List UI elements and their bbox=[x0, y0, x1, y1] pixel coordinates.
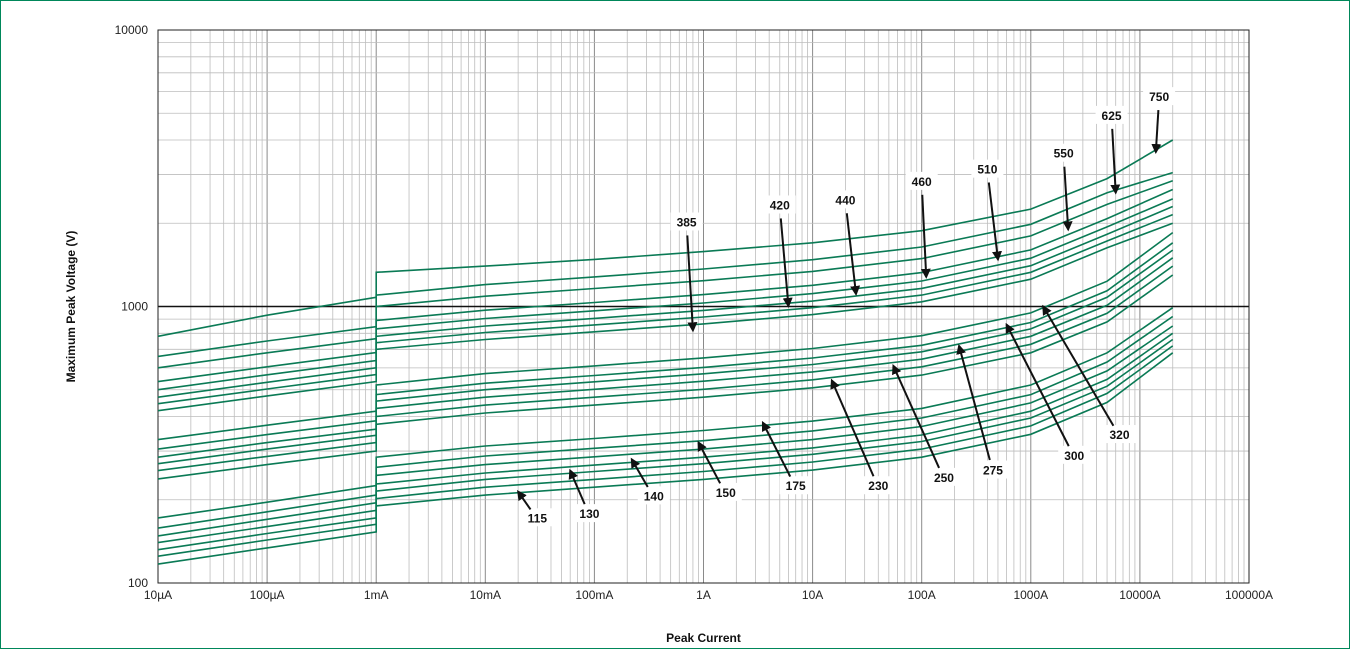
annotation-label-150: 150 bbox=[716, 486, 736, 500]
x-tick-label: 10µA bbox=[144, 588, 172, 602]
annotation-label-130: 130 bbox=[579, 507, 599, 521]
annotation-box bbox=[763, 195, 796, 214]
annotation-box bbox=[779, 476, 812, 495]
series-line-510 bbox=[157, 213, 1173, 405]
x-tick-label: 100mA bbox=[575, 588, 613, 602]
annotation-arrow-250 bbox=[892, 364, 940, 469]
series-line bbox=[157, 179, 1173, 369]
annotation-arrow-625 bbox=[1110, 128, 1121, 195]
annotation-arrow-460 bbox=[920, 194, 931, 279]
annotation-arrow-300 bbox=[1005, 322, 1070, 447]
series-line-300 bbox=[157, 265, 1174, 472]
annotation-arrow-320 bbox=[1042, 304, 1115, 427]
y-axis-title: Maximum Peak Voltage (V) bbox=[64, 231, 78, 383]
annotation-label-230: 230 bbox=[868, 479, 888, 493]
annotation-arrow-140 bbox=[630, 457, 649, 488]
series-line-250 bbox=[157, 307, 1174, 519]
series-line-150 bbox=[157, 332, 1174, 544]
annotation-box bbox=[521, 508, 554, 527]
x-tick-label: 1A bbox=[696, 588, 711, 602]
annotation-arrow-750 bbox=[1151, 110, 1162, 155]
x-tick-label: 10mA bbox=[470, 588, 501, 602]
annotation-arrow-550 bbox=[1062, 166, 1073, 232]
annotation-arrow-150 bbox=[697, 440, 722, 484]
annotation-box bbox=[976, 460, 1009, 479]
annotation-arrow-230 bbox=[830, 378, 875, 477]
annotation-arrow-440 bbox=[845, 213, 861, 296]
series-line-420 bbox=[157, 242, 1174, 450]
ticks: 10µA 100µA 1mA 10mA 100mA 1A 10A 100A 1000A 10000… bbox=[115, 23, 1273, 602]
annotation-box bbox=[927, 467, 960, 486]
x-tick-label: 10000A bbox=[1119, 588, 1160, 602]
annotation-box bbox=[1143, 87, 1176, 106]
annotation-box bbox=[905, 171, 938, 190]
series-line-230 bbox=[157, 315, 1174, 529]
x-tick-label: 100000A bbox=[1225, 588, 1273, 602]
series-line bbox=[157, 139, 1174, 338]
annotation-label-510: 510 bbox=[977, 163, 997, 177]
series-line-750 bbox=[157, 188, 1174, 383]
annotation-box bbox=[573, 504, 606, 523]
annotation-label-250: 250 bbox=[934, 471, 954, 485]
series-line-320 bbox=[157, 257, 1174, 465]
series-line-115 bbox=[157, 352, 1174, 565]
annotation-box bbox=[637, 486, 670, 505]
annotation-label-625: 625 bbox=[1102, 109, 1122, 123]
annotation-arrow-115 bbox=[517, 489, 532, 510]
annotation-arrow-130 bbox=[568, 468, 586, 505]
series-line-275 bbox=[157, 274, 1174, 480]
annotation-label-420: 420 bbox=[770, 198, 790, 212]
annotation-label-275: 275 bbox=[983, 464, 1003, 478]
series-line bbox=[157, 171, 1173, 358]
x-tick-label: 1mA bbox=[364, 588, 389, 602]
annotation-label-550: 550 bbox=[1054, 147, 1074, 161]
series-line-130 bbox=[157, 345, 1174, 557]
annotation-label-320: 320 bbox=[1109, 428, 1129, 442]
annotation-box bbox=[1058, 445, 1091, 464]
annotation-box bbox=[709, 482, 742, 501]
annotation-arrow-385 bbox=[686, 235, 698, 333]
annotation-box bbox=[670, 212, 703, 231]
annotation-label-750: 750 bbox=[1149, 90, 1169, 104]
annotation-box bbox=[1095, 105, 1128, 124]
annotation-arrow-420 bbox=[779, 218, 793, 308]
series-line-460 bbox=[157, 222, 1173, 412]
x-tick-label: 10A bbox=[802, 588, 823, 602]
annotation-box bbox=[1047, 143, 1080, 162]
series-line-550 bbox=[157, 205, 1174, 398]
annotation-arrow-510 bbox=[987, 182, 1002, 262]
annotation-box bbox=[1103, 425, 1136, 444]
x-tick-label: 100µA bbox=[250, 588, 285, 602]
annotation-label-385: 385 bbox=[677, 216, 697, 230]
series-line-140 bbox=[157, 338, 1174, 551]
annotation-label-175: 175 bbox=[786, 479, 806, 493]
annotation-label-140: 140 bbox=[644, 489, 664, 503]
annotation-arrow-175 bbox=[761, 420, 792, 477]
annotation-box bbox=[971, 159, 1004, 178]
series-line-625 bbox=[157, 198, 1174, 391]
x-axis-title: Peak Current bbox=[666, 631, 741, 645]
series-line-385 bbox=[157, 249, 1174, 458]
x-tick-label: 1000A bbox=[1013, 588, 1048, 602]
annotation-label-300: 300 bbox=[1064, 449, 1084, 463]
annotation-label-115: 115 bbox=[528, 511, 548, 525]
annotation-box bbox=[829, 190, 862, 209]
annotations: 115 130 140 150 175 230 250 275 300 320 385 420 440 4… bbox=[517, 87, 1176, 527]
annotation-label-460: 460 bbox=[912, 175, 932, 189]
annotation-box bbox=[862, 476, 895, 495]
y-tick-label: 100 bbox=[128, 576, 148, 590]
annotation-arrow-275 bbox=[956, 344, 991, 461]
annotation-label-440: 440 bbox=[835, 193, 855, 207]
y-tick-label: 1000 bbox=[121, 300, 148, 314]
x-tick-label: 100A bbox=[908, 588, 936, 602]
plot-area bbox=[157, 29, 1250, 584]
y-tick-label: 10000 bbox=[115, 23, 149, 37]
